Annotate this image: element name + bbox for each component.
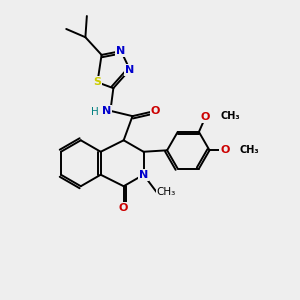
Text: N: N [116, 46, 126, 56]
Text: O: O [119, 203, 128, 213]
Text: N: N [102, 106, 112, 116]
Text: CH₃: CH₃ [239, 145, 259, 155]
Text: CH₃: CH₃ [220, 111, 240, 121]
Text: CH₃: CH₃ [157, 188, 176, 197]
Text: S: S [94, 77, 101, 87]
Text: N: N [139, 170, 148, 180]
Text: O: O [151, 106, 160, 116]
Text: O: O [201, 112, 210, 122]
Text: O: O [220, 145, 230, 155]
Text: N: N [125, 64, 134, 75]
Text: H: H [91, 107, 99, 117]
